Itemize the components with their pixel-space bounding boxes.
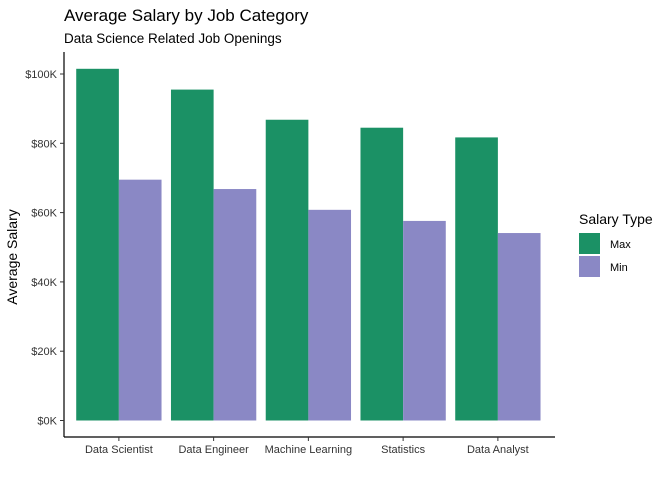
y-tick-label: $20K: [31, 346, 57, 358]
x-tick-label: Machine Learning: [265, 444, 352, 456]
y-tick-label: $100K: [25, 69, 57, 81]
legend-key-min: [579, 256, 600, 277]
chart-subtitle: Data Science Related Job Openings: [64, 31, 282, 46]
y-tick-label: $40K: [31, 277, 57, 289]
chart-title: Average Salary by Job Category: [64, 6, 309, 25]
bar-max-data-engineer: [170, 89, 214, 421]
bar-min-statistics: [403, 220, 446, 421]
bar-min-machine-learning: [308, 209, 352, 421]
x-tick-label: Data Scientist: [85, 444, 153, 456]
y-axis-label: Average Salary: [4, 209, 20, 304]
x-tick-label: Statistics: [381, 444, 426, 456]
legend-label-max: Max: [610, 239, 631, 251]
bar-max-data-scientist: [76, 68, 119, 421]
x-tick-label: Data Engineer: [178, 444, 249, 456]
x-tick-label: Data Analyst: [467, 444, 529, 456]
bar-min-data-scientist: [118, 179, 162, 421]
axes-group: $0K $20K $40K $60K $80K $100K Data Scientist Da…: [25, 52, 555, 456]
bar-max-statistics: [360, 127, 404, 421]
legend: Salary Type Max Min: [579, 211, 653, 277]
bar-min-data-analyst: [497, 233, 541, 421]
y-tick-label: $80K: [31, 138, 57, 150]
legend-label-min: Min: [610, 262, 628, 274]
y-tick-label: $60K: [31, 208, 57, 220]
bar-max-data-analyst: [455, 137, 498, 421]
bars-group: [76, 68, 541, 421]
legend-key-max: [579, 233, 600, 254]
bar-max-machine-learning: [265, 119, 309, 421]
legend-title: Salary Type: [579, 211, 653, 227]
bar-min-data-engineer: [213, 189, 257, 421]
y-tick-label: $0K: [37, 416, 57, 428]
